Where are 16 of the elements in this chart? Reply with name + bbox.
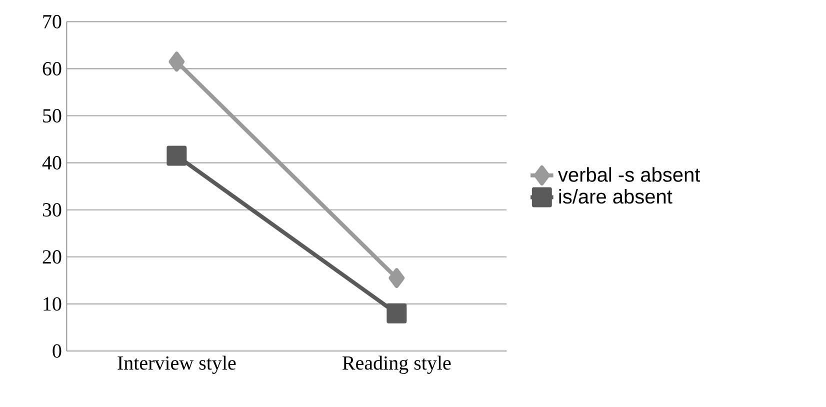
legend-label: is/are absent [559, 188, 672, 204]
y-tick-label: 40 [42, 156, 62, 170]
point [166, 146, 187, 166]
point [388, 268, 405, 288]
y-tick-label: 60 [42, 62, 62, 76]
y-tick-label: 20 [42, 250, 62, 264]
x-tick-label: Interview style [118, 356, 236, 374]
y-tick-label: 10 [44, 297, 62, 311]
point [386, 303, 407, 324]
y-tick-label: 30 [42, 203, 62, 217]
y-tick-label: 0 [52, 344, 62, 358]
legend-label: verbal -s absent [558, 167, 700, 182]
point [168, 52, 185, 72]
y-tick-label: 50 [43, 109, 62, 123]
x-tick-label: Reading style [342, 356, 451, 374]
y-tick-label: 70 [43, 14, 62, 28]
